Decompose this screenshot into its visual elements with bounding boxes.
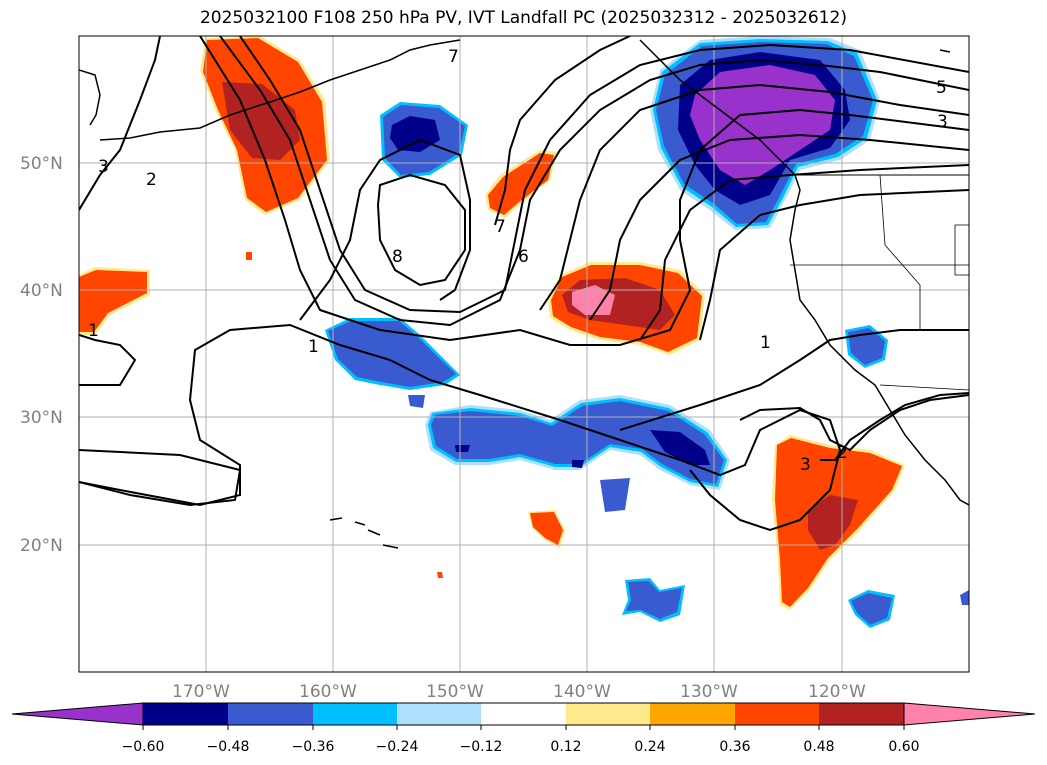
colorbar-segment bbox=[735, 703, 819, 725]
lon-label-170w: 170°W bbox=[172, 682, 230, 702]
contour-label: 3 bbox=[98, 157, 109, 177]
contour-label: 1 bbox=[308, 337, 319, 357]
positive-pv-area-west bbox=[79, 267, 150, 335]
colorbar-segment bbox=[143, 703, 228, 725]
colorbar-tick-label: 0.60 bbox=[888, 739, 919, 755]
lon-label-140w: 140°W bbox=[553, 682, 611, 702]
positive-pv-area-mid-north bbox=[485, 150, 557, 218]
negative-pv-area-northeast bbox=[650, 36, 880, 230]
colorbar-tick-label: −0.24 bbox=[376, 739, 419, 755]
negative-pv-area-southeast-small bbox=[622, 578, 969, 628]
lat-label-40n: 40°N bbox=[20, 281, 63, 301]
lat-label-50n: 50°N bbox=[20, 154, 63, 174]
contour-label: 7 bbox=[448, 47, 459, 67]
colorbar-segment bbox=[566, 703, 650, 725]
contour-labels: 1 2 3 5 6 7 8 1 2 3 3 1 7 bbox=[88, 47, 948, 475]
contour-label: 8 bbox=[392, 247, 403, 267]
colorbar-tick-label: −0.48 bbox=[207, 739, 250, 755]
colorbar-segment bbox=[650, 703, 735, 725]
contour-label: 3 bbox=[800, 455, 811, 475]
negative-pv-area-east-small bbox=[845, 325, 888, 368]
positive-pv-area-southeast bbox=[772, 435, 905, 610]
positive-pv-area-small-south bbox=[246, 252, 565, 578]
colorbar: −0.60 −0.48 −0.36 −0.24 −0.12 0.12 0.24 0.36 0.4… bbox=[11, 702, 1036, 755]
colorbar-tick-label: 0.12 bbox=[550, 739, 581, 755]
colorbar-tick-label: 0.48 bbox=[803, 739, 834, 755]
colorbar-frame bbox=[142, 702, 905, 726]
contour-label: 1 bbox=[760, 333, 771, 353]
contour-label: 5 bbox=[936, 78, 947, 98]
lon-label-160w: 160°W bbox=[299, 682, 357, 702]
colorbar-ticks: −0.60 −0.48 −0.36 −0.24 −0.12 0.12 0.24 0.36 0.4… bbox=[122, 725, 920, 755]
contour-label: 2 bbox=[146, 170, 157, 190]
negative-pv-area-central bbox=[325, 318, 460, 408]
pv-anomaly-shading bbox=[79, 36, 969, 628]
lon-label-120w: 120°W bbox=[808, 682, 866, 702]
colorbar-segment bbox=[481, 703, 566, 725]
contour-label: 2 bbox=[837, 443, 848, 463]
colorbar-segment bbox=[313, 703, 397, 725]
contour-label: 6 bbox=[518, 247, 529, 267]
colorbar-tick-label: 0.36 bbox=[719, 739, 750, 755]
colorbar-over-triangle bbox=[903, 702, 1036, 726]
lon-label-130w: 130°W bbox=[680, 682, 738, 702]
contour-label: 3 bbox=[937, 112, 948, 132]
colorbar-tick-label: −0.36 bbox=[292, 739, 335, 755]
map-title: 2025032100 F108 250 hPa PV, IVT Landfall… bbox=[199, 8, 847, 28]
contour-label: 1 bbox=[88, 321, 99, 341]
lat-label-20n: 20°N bbox=[20, 536, 63, 556]
colorbar-segment bbox=[397, 703, 481, 725]
positive-pv-area-northwest bbox=[200, 36, 330, 215]
lat-label-30n: 30°N bbox=[20, 408, 63, 428]
graticule bbox=[79, 36, 969, 672]
colorbar-segments bbox=[143, 703, 904, 725]
colorbar-tick-label: 0.24 bbox=[634, 739, 665, 755]
coastlines bbox=[79, 39, 969, 549]
colorbar-tick-label: −0.12 bbox=[460, 739, 503, 755]
colorbar-segment bbox=[819, 703, 904, 725]
ivt-contours bbox=[79, 36, 969, 532]
colorbar-segment bbox=[228, 703, 313, 725]
latitude-labels: 50°N 40°N 30°N 20°N bbox=[20, 154, 63, 556]
colorbar-under-triangle bbox=[11, 702, 144, 726]
longitude-labels: 170°W 160°W 150°W 140°W 130°W 120°W bbox=[172, 682, 866, 702]
colorbar-tick-label: −0.60 bbox=[122, 739, 165, 755]
lon-label-150w: 150°W bbox=[426, 682, 484, 702]
negative-pv-area-north-small bbox=[380, 102, 468, 178]
map-frame bbox=[78, 35, 970, 673]
contour-label: 7 bbox=[495, 217, 506, 237]
